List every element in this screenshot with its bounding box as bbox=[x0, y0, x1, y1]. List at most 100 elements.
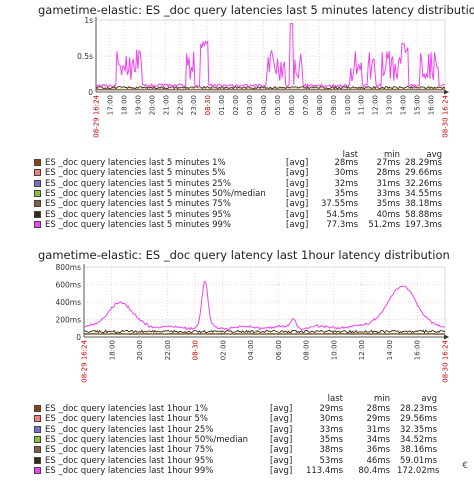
legend-last: 29ms bbox=[319, 404, 343, 414]
y-tick-label: 0 bbox=[88, 88, 93, 97]
x-tick-label: 11:00 bbox=[358, 95, 366, 115]
legend-row: ES _doc query latencies last 1hour 1% [av… bbox=[0, 404, 474, 414]
x-axis-arrow bbox=[444, 89, 449, 95]
legend-avg: 29.66ms bbox=[404, 168, 442, 179]
legend-min: 80.4ms bbox=[358, 465, 390, 476]
legend-row: ES _doc query latencies last 1hour 50%/m… bbox=[0, 434, 474, 445]
x-tick-label: 09:00 bbox=[330, 95, 338, 115]
x-tick-label: 08-30 bbox=[204, 95, 212, 115]
chart-plot-5min: 1s 0.5s 008-29 16:24 17:00 18:00 19:00 20:00 21… bbox=[77, 16, 449, 138]
chart-panel-1hour: gametime-elastic: ES _doc query latency … bbox=[0, 240, 474, 486]
legend-last: 37.55ms bbox=[320, 199, 358, 210]
legend-agg: [avg] bbox=[286, 199, 309, 210]
x-tick-label: 20:00 bbox=[136, 340, 144, 360]
legend-last: 28ms bbox=[334, 158, 358, 168]
legend-avg: 38.16ms bbox=[399, 445, 437, 456]
y-tick-label: 800ms bbox=[55, 263, 81, 272]
legend-last: 30ms bbox=[319, 414, 343, 425]
legend-agg: [avg] bbox=[270, 465, 293, 476]
series-line bbox=[95, 85, 446, 90]
legend-agg: [avg] bbox=[286, 158, 309, 168]
legend-row: ES _doc query latencies last 5 minutes 5… bbox=[0, 168, 474, 179]
series-line bbox=[95, 23, 446, 88]
legend-last: 32ms bbox=[334, 178, 358, 189]
legend-series-name: ES _doc query latencies last 5 minutes 9… bbox=[45, 219, 231, 230]
x-tick-label: 04:00 bbox=[260, 95, 268, 115]
legend-1hour: last min avg ES _doc query latencies las… bbox=[0, 394, 474, 486]
x-tick-label: 16:00 bbox=[414, 340, 422, 360]
legend-last: 113.4ms bbox=[305, 465, 343, 476]
legend-avg: 59.01ms bbox=[399, 455, 437, 466]
legend-avg: 172.02ms bbox=[397, 465, 440, 476]
series-line bbox=[83, 329, 446, 334]
legend-agg: [avg] bbox=[270, 404, 293, 414]
x-tick-label: 10:00 bbox=[344, 95, 352, 115]
legend-avg: 29.56ms bbox=[399, 414, 437, 425]
legend-series-name: ES _doc query latencies last 1hour 50%/m… bbox=[45, 434, 249, 445]
x-tick-label: 17:00 bbox=[106, 95, 114, 115]
legend-agg: [avg] bbox=[270, 434, 293, 445]
x-axis-arrow bbox=[444, 334, 449, 340]
legend-header-last: last bbox=[342, 150, 358, 160]
legend-series-name: ES _doc query latencies last 1hour 95% bbox=[45, 455, 214, 466]
legend-avg: 32.26ms bbox=[404, 178, 442, 189]
x-tick-label: 22:00 bbox=[176, 95, 184, 115]
legend-last: 30ms bbox=[334, 168, 358, 179]
legend-row: ES _doc query latencies last 5 minutes 7… bbox=[0, 199, 474, 210]
legend-swatch bbox=[34, 425, 41, 433]
y-tick-label: 200ms bbox=[55, 316, 81, 325]
legend-avg: 197.3ms bbox=[404, 219, 442, 230]
legend-swatch bbox=[34, 169, 41, 177]
legend-min: 29ms bbox=[366, 414, 390, 425]
legend-series-name: ES _doc query latencies last 5 minutes 5… bbox=[45, 188, 266, 199]
legend-swatch bbox=[34, 179, 41, 187]
x-tick-label: 14:00 bbox=[386, 340, 394, 360]
legend-5min: last min avg ES _doc query latencies las… bbox=[0, 150, 474, 240]
y-tick-label: 400ms bbox=[55, 298, 81, 307]
legend-series-name: ES _doc query latencies last 1hour 1% bbox=[45, 404, 208, 414]
x-tick-label: 16:00 bbox=[428, 95, 436, 115]
legend-min: 34ms bbox=[366, 434, 390, 445]
legend-swatch bbox=[34, 210, 41, 218]
x-tick-label: 18:00 bbox=[120, 95, 128, 115]
legend-min: 33ms bbox=[376, 188, 400, 199]
legend-swatch bbox=[34, 159, 41, 166]
legend-header-min: min bbox=[383, 150, 400, 160]
x-tick-label: 06:00 bbox=[288, 95, 296, 115]
legend-swatch bbox=[34, 220, 41, 228]
legend-avg: 34.52ms bbox=[399, 434, 437, 445]
x-tick-label: 22:00 bbox=[164, 340, 172, 360]
legend-min: 27ms bbox=[376, 158, 400, 168]
legend-series-name: ES _doc query latencies last 5 minutes 5… bbox=[45, 168, 226, 179]
legend-agg: [avg] bbox=[286, 219, 309, 230]
x-tick-label: 20:00 bbox=[148, 95, 156, 115]
x-tick-label: 07:00 bbox=[302, 95, 310, 115]
legend-row: ES _doc query latencies last 1hour 95% [a… bbox=[0, 455, 474, 466]
legend-min: 31ms bbox=[366, 424, 390, 435]
legend-last: 54.5ms bbox=[326, 209, 358, 220]
x-tick-label: 21:00 bbox=[162, 95, 170, 115]
y-tick-label: 0 bbox=[76, 333, 81, 342]
legend-agg: [avg] bbox=[286, 188, 309, 199]
chart-plot-1hour: 800ms 600ms 400ms 200ms 008-29 16:24 18:00 20:… bbox=[55, 263, 449, 383]
legend-avg: 32.35ms bbox=[399, 424, 437, 435]
legend-min: 31ms bbox=[376, 178, 400, 189]
legend-series-name: ES _doc query latencies last 5 minutes 7… bbox=[45, 199, 231, 210]
legend-series-name: ES _doc query latencies last 1hour 25% bbox=[45, 424, 214, 435]
y-tick-label: 0.5s bbox=[77, 52, 93, 61]
legend-last: 33ms bbox=[319, 424, 343, 435]
legend-series-name: ES _doc query latencies last 5 minutes 9… bbox=[45, 209, 231, 220]
legend-last: 35ms bbox=[319, 434, 343, 445]
legend-last: 53ms bbox=[319, 455, 343, 466]
x-tick-label: 18:00 bbox=[108, 340, 116, 360]
legend-series-name: ES _doc query latencies last 5 minutes 2… bbox=[45, 178, 231, 189]
legend-agg: [avg] bbox=[270, 445, 293, 456]
y-tick-label: 1s bbox=[84, 16, 93, 25]
legend-row: ES _doc query latencies last 5 minutes 9… bbox=[0, 219, 474, 230]
edge-mark: € bbox=[462, 461, 468, 471]
x-tick-label: 19:00 bbox=[134, 95, 142, 115]
x-tick-label: 12:00 bbox=[358, 340, 366, 360]
legend-row: ES _doc query latencies last 1hour 75% [a… bbox=[0, 445, 474, 456]
legend-avg: 58.88ms bbox=[404, 209, 442, 220]
legend-min: 40ms bbox=[376, 209, 400, 220]
